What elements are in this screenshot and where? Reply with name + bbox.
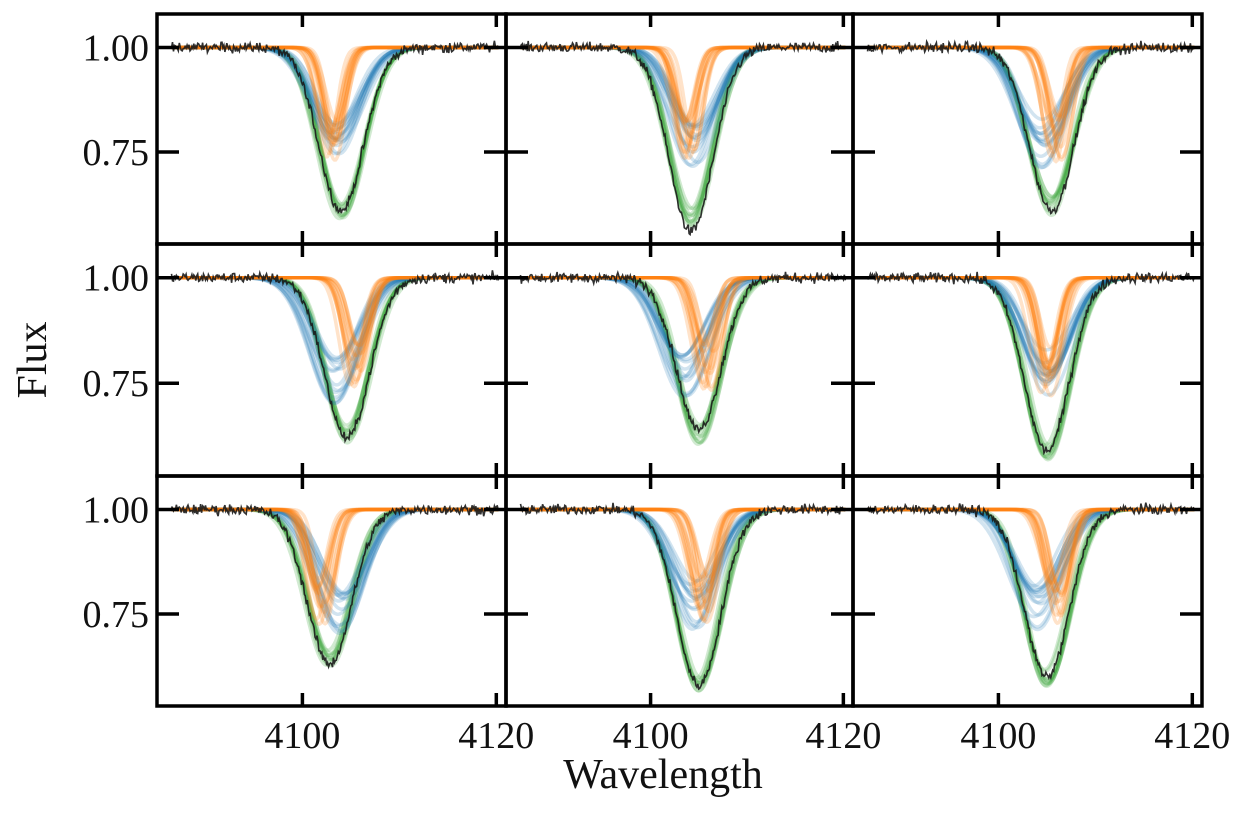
y-tick-label: 0.75 (83, 132, 150, 174)
panel-1-3-plot-area (866, 38, 1195, 218)
x-tick-label: 4100 (264, 715, 340, 757)
panel-3-2-plot-area (519, 502, 846, 693)
observed-spectrum-line (170, 269, 499, 444)
component-2-line (867, 507, 1195, 585)
panel-1-2-plot-area (519, 40, 846, 237)
x-tick-label: 4100 (960, 715, 1036, 757)
y-tick-label: 1.00 (83, 27, 150, 69)
panel-2-2-plot-area (519, 270, 847, 446)
observed-spectrum-line (519, 40, 846, 237)
panel-frame (851, 474, 1204, 708)
component-2-line (171, 45, 499, 135)
observed-spectrum-line (866, 270, 1195, 456)
y-tick-label: 0.75 (83, 363, 150, 405)
y-axis-label: Flux (10, 321, 56, 398)
x-axis-label: Wavelength (563, 752, 763, 798)
x-tick-label: 4120 (1154, 715, 1230, 757)
panel-grid: 1.00 0.75 1.00 0.75 1.00 0.75 4100 4120 4100 4120… (83, 12, 1230, 757)
y-tick-label: 1.00 (83, 258, 150, 300)
panel-3-3-plot-area (866, 501, 1195, 689)
x-tick-label: 4120 (805, 715, 881, 757)
observed-spectrum-line (170, 40, 499, 215)
y-tick-label: 0.75 (83, 594, 150, 636)
panel-2-3-plot-area (866, 270, 1195, 462)
panel-2-1-plot-area (170, 269, 499, 445)
x-tick-label: 4120 (458, 715, 534, 757)
observed-spectrum-line (866, 501, 1195, 681)
observed-spectrum-line (866, 38, 1195, 215)
y-tick-label: 1.00 (83, 489, 150, 531)
component-2-line (171, 45, 499, 156)
observed-spectrum-line (519, 270, 847, 435)
panel-1-1-plot-area (170, 40, 499, 221)
observed-spectrum-line (519, 502, 846, 691)
x-tick-label: 4100 (613, 715, 689, 757)
observed-spectrum-line (170, 502, 499, 670)
component-2-line (171, 275, 499, 382)
panel-3-1-plot-area (170, 502, 499, 670)
